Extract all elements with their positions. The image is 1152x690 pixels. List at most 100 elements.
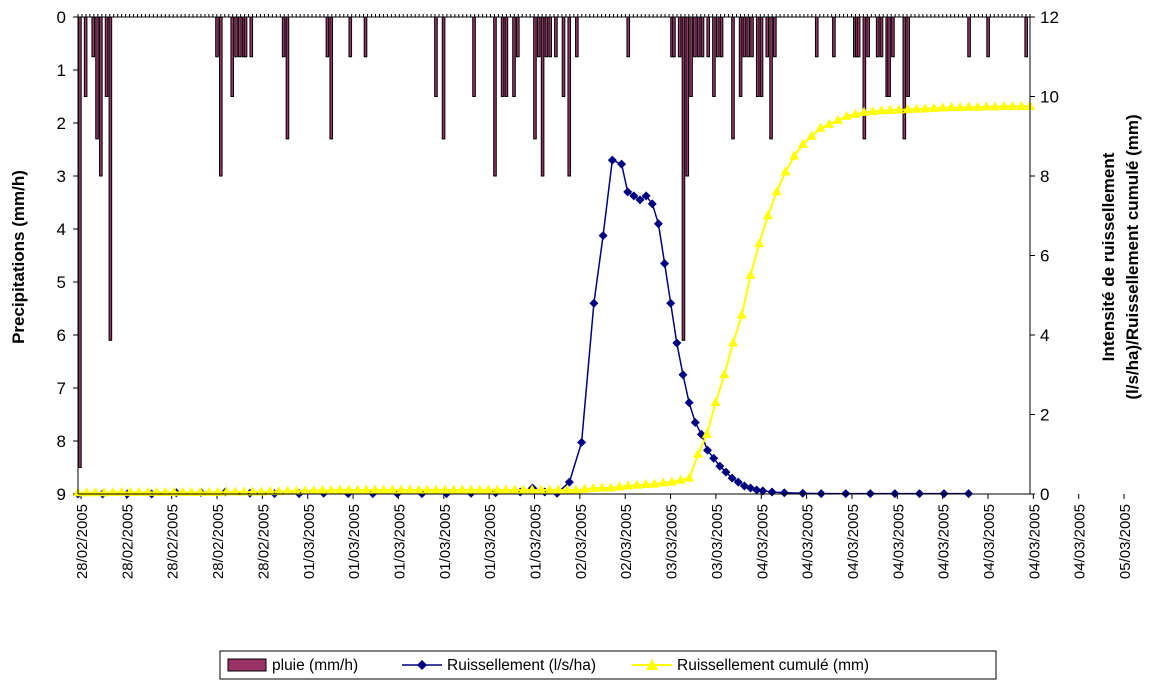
runoff-point <box>752 485 762 495</box>
x-tick-label: 02/03/2005 <box>618 504 635 579</box>
x-tick-label: 03/03/2005 <box>709 504 726 579</box>
cumulative-point <box>666 476 677 486</box>
cumulative-point <box>649 478 660 488</box>
left-tick-label: 2 <box>57 114 66 133</box>
rain-bar <box>83 16 88 97</box>
rain-bar <box>738 16 743 97</box>
x-tick-label: 01/03/2005 <box>482 504 499 579</box>
rain-bar <box>879 16 884 58</box>
runoff-point <box>678 370 688 380</box>
legend-label-rain: pluie (mm/h) <box>272 657 358 674</box>
rain-bar <box>108 16 113 341</box>
cumulative-point <box>937 102 948 112</box>
runoff-point <box>758 486 768 496</box>
cumulative-point <box>422 484 433 494</box>
cumulative-point <box>1007 100 1018 110</box>
rain-bar <box>902 16 907 140</box>
cumulative-point <box>955 102 966 112</box>
rain-bar <box>719 16 724 58</box>
runoff-point <box>653 219 663 229</box>
x-tick-label: 05/03/2005 <box>1117 504 1134 579</box>
legend-label-cumul: Ruissellement cumulé (mm) <box>677 657 869 674</box>
cumulative-point <box>326 484 337 494</box>
rain-bar <box>742 16 747 58</box>
runoff-point <box>779 488 789 498</box>
cumulative-point <box>754 238 765 248</box>
plot-frame <box>77 16 1031 495</box>
cumulative-point <box>247 486 258 496</box>
rain-bar <box>441 16 446 140</box>
x-tick-label: 04/03/2005 <box>981 504 998 579</box>
rain-bar <box>685 16 690 177</box>
cumulative-point <box>553 484 564 494</box>
cumulative-point <box>893 104 904 114</box>
runoff-point <box>623 187 633 197</box>
cumulative-point <box>448 484 459 494</box>
legend: pluie (mm/h) Ruissellement (l/s/ha) Ruis… <box>219 650 997 680</box>
runoff-point <box>721 467 731 477</box>
rain-bar <box>832 16 836 58</box>
cumulative-point <box>990 101 1001 111</box>
cumulative-point <box>693 448 704 458</box>
rain-bar <box>95 16 99 140</box>
runoff-series <box>73 155 974 499</box>
cumulative-point <box>300 485 311 495</box>
cumulative-point <box>221 486 232 496</box>
cumulative-point <box>492 484 503 494</box>
cumulative-point <box>850 108 861 118</box>
cumulative-point <box>230 486 241 496</box>
rain-bar <box>626 16 631 58</box>
rain-bar <box>281 16 286 58</box>
cumulative-point <box>675 474 686 484</box>
rain-bar <box>696 16 701 58</box>
rain-bar <box>1024 16 1028 58</box>
rain-bar <box>700 16 705 58</box>
rain-bar <box>230 16 235 97</box>
cumulative-point <box>806 130 817 140</box>
runoff-point <box>709 453 719 463</box>
cumulative-point <box>282 485 293 495</box>
x-tick-label: 04/03/2005 <box>936 504 953 579</box>
cumulative-point <box>457 484 468 494</box>
x-axis-ticks: 28/02/2005 28/02/2005 28/02/2005 28/02/2005… <box>74 494 1134 579</box>
cumulative-point <box>588 482 599 492</box>
rain-bar <box>887 16 891 97</box>
cumulative-point <box>500 484 511 494</box>
cumulative-point <box>815 122 826 132</box>
right-tick-label: 8 <box>1040 167 1049 186</box>
right-tick-label: 12 <box>1040 8 1059 27</box>
runoff-point <box>715 461 725 471</box>
rain-bar <box>434 16 438 97</box>
cumulative-point <box>867 106 878 116</box>
right-axis-title-line-1: Intensité de ruissellement <box>1099 152 1118 361</box>
cumulative-point <box>265 486 276 496</box>
rain-bar <box>746 16 751 58</box>
legend-marker-cumul <box>646 659 658 670</box>
cumulative-point <box>928 102 939 112</box>
x-tick-label: 04/03/2005 <box>754 504 771 579</box>
rain-bar <box>759 16 764 97</box>
cumulative-point <box>719 369 730 379</box>
runoff-point <box>635 195 645 205</box>
legend-label-runoff: Ruissellement (l/s/ha) <box>447 657 596 674</box>
rain-bars <box>78 16 1028 468</box>
cumulative-point <box>439 484 450 494</box>
rain-bar <box>548 16 552 58</box>
cumulative-point <box>387 484 398 494</box>
cumulative-point <box>308 485 319 495</box>
right-tick-label: 6 <box>1040 247 1049 266</box>
cumulative-runoff-series <box>73 100 1035 497</box>
cumulative-point <box>273 486 284 496</box>
left-tick-label: 1 <box>57 61 66 80</box>
runoff-point <box>684 398 694 408</box>
left-tick-label: 3 <box>57 167 66 186</box>
x-tick-label: 04/03/2005 <box>1026 504 1043 579</box>
cumulative-point <box>981 101 992 111</box>
rain-bar <box>575 16 579 58</box>
cumulative-point <box>710 397 721 407</box>
cumulative-point <box>920 103 931 113</box>
x-tick-label: 04/03/2005 <box>800 504 817 579</box>
rain-bar <box>866 16 870 58</box>
cumulative-point <box>998 100 1009 110</box>
x-tick-label: 02/03/2005 <box>573 504 590 579</box>
